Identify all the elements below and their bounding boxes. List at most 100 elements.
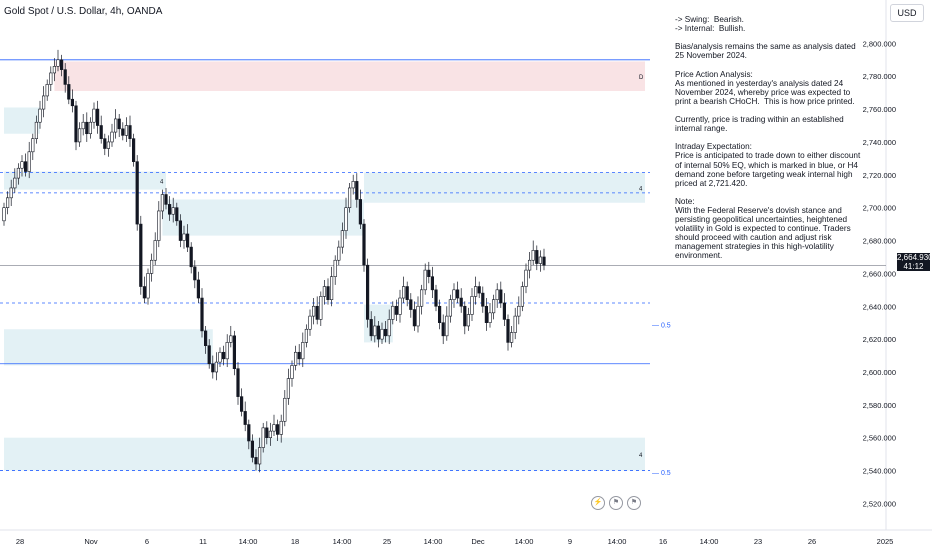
candle-up <box>445 315 449 337</box>
candle-up <box>531 250 535 261</box>
candle-down <box>189 246 193 268</box>
candle-down <box>204 330 208 346</box>
candle-up <box>419 289 424 307</box>
candle-down <box>455 289 460 299</box>
candle-down <box>135 161 139 225</box>
candle-down <box>178 220 183 241</box>
demand-zone <box>4 437 645 471</box>
candle-up <box>517 305 521 317</box>
candle-up <box>225 342 229 360</box>
candle-up <box>351 181 355 189</box>
analysis-note: -> Swing: Bearish. -> Internal: Bullish.… <box>675 15 861 261</box>
candle-down <box>427 269 431 277</box>
candle-up <box>268 430 273 439</box>
candle-up <box>340 230 345 248</box>
candle-down <box>412 309 417 327</box>
candle-up <box>293 351 298 366</box>
candle-up <box>387 319 391 337</box>
candle-up <box>301 342 305 360</box>
candle-up <box>308 315 312 330</box>
candle-up <box>470 296 474 315</box>
candle-up <box>495 289 499 300</box>
demand-zone <box>4 107 40 134</box>
candle-down <box>207 345 211 365</box>
x-tick-label: 25 <box>383 537 391 546</box>
x-tick-label: 14:00 <box>239 537 258 546</box>
eq-label: — 0.5 <box>652 322 671 329</box>
candle-up <box>157 210 161 241</box>
candle-up <box>311 305 316 317</box>
demand-zone <box>162 199 364 236</box>
candle-up <box>416 305 420 327</box>
y-tick-label: 2,760.000 <box>863 105 896 114</box>
candle-up <box>6 197 10 208</box>
candle-down <box>74 105 78 143</box>
candle-up <box>373 325 377 337</box>
x-tick-label: 14:00 <box>700 537 719 546</box>
candle-up <box>488 312 492 323</box>
y-tick-label: 2,520.000 <box>863 499 896 508</box>
candle-up <box>171 207 175 215</box>
candle-up <box>27 151 31 172</box>
candle-up <box>49 72 53 85</box>
candle-up <box>88 121 92 135</box>
candle-up <box>214 361 219 373</box>
candle-down <box>142 286 147 299</box>
candle-up <box>333 259 337 277</box>
candle-down <box>405 286 409 300</box>
candle-down <box>250 440 255 458</box>
y-tick-label: 2,780.000 <box>863 72 896 81</box>
candle-up <box>520 286 524 307</box>
candle-up <box>380 328 384 340</box>
candle-up <box>538 256 542 264</box>
candle-down <box>369 319 373 337</box>
x-tick-label: 16 <box>659 537 667 546</box>
candle-up <box>329 276 334 300</box>
candle-down <box>265 427 269 439</box>
candle-down <box>96 108 100 126</box>
x-tick-label: 14:00 <box>333 537 352 546</box>
flag-icon[interactable]: ⚑ <box>609 496 623 510</box>
bar-countdown: 41:12 <box>903 262 924 271</box>
candle-down <box>99 125 103 139</box>
candle-down <box>240 396 244 412</box>
currency-button[interactable]: USD <box>890 4 924 22</box>
candle-down <box>121 128 125 136</box>
demand-zone <box>364 172 645 203</box>
candle-up <box>319 296 323 320</box>
candle-up <box>391 305 395 320</box>
candle-up <box>398 297 402 315</box>
x-tick-label: Nov <box>84 537 98 546</box>
lightning-icon[interactable]: ⚡ <box>591 496 605 510</box>
candle-down <box>459 297 463 307</box>
flag-icon[interactable]: ⚑ <box>627 496 641 510</box>
candle-down <box>499 289 503 304</box>
candle-down <box>175 207 179 222</box>
y-tick-label: 2,740.000 <box>863 138 896 147</box>
candle-up <box>124 125 128 136</box>
candle-down <box>434 289 438 307</box>
candle-down <box>376 325 381 340</box>
candle-up <box>146 273 150 299</box>
candle-up <box>473 286 478 297</box>
candle-down <box>117 118 121 130</box>
candle-down <box>67 84 71 100</box>
candle-up <box>229 335 233 343</box>
candle-up <box>491 299 496 314</box>
symbol-title: Gold Spot / U.S. Dollar, 4h, OANDA <box>4 6 163 17</box>
candle-down <box>365 264 370 320</box>
candle-down <box>542 256 546 266</box>
candle-down <box>297 351 301 360</box>
zone-label: 4 <box>639 187 643 193</box>
x-tick-label: 28 <box>16 537 24 546</box>
candle-up <box>272 424 276 432</box>
candle-up <box>20 161 24 169</box>
candle-up <box>509 332 514 343</box>
last-price-tag: 2,664.930 41:12 <box>897 253 932 271</box>
candle-up <box>150 259 154 274</box>
candle-up <box>182 233 186 241</box>
x-tick-label: 26 <box>808 537 816 546</box>
candle-down <box>103 138 107 149</box>
y-tick-label: 2,680.000 <box>863 237 896 246</box>
